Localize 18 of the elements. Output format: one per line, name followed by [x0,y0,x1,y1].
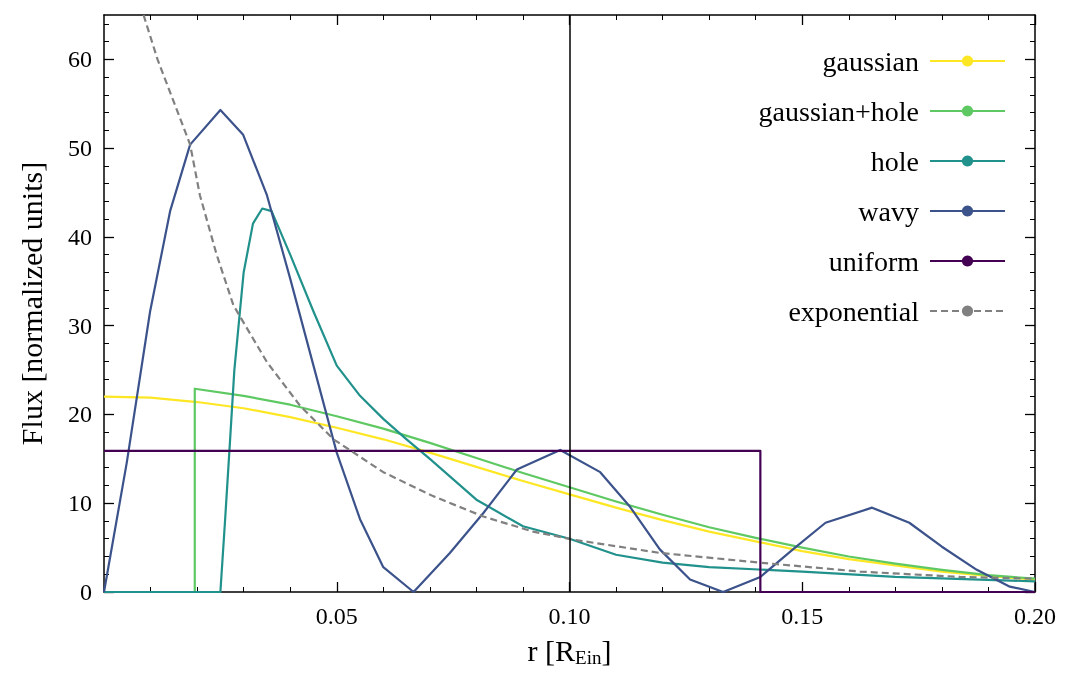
legend-label: gaussian+hole [758,95,919,127]
legend-label: gaussian [822,45,919,77]
y-tick-label: 40 [68,223,92,250]
x-tick-label: 0.15 [781,603,824,629]
y-tick-label: 60 [68,46,92,73]
x-tick-label: 0.10 [548,603,591,629]
legend-label: wavy [858,195,919,227]
y-tick-label: 30 [68,312,92,339]
x-tick-label: 0.20 [1014,603,1056,629]
y-tick-label: 50 [68,135,92,162]
y-tick-label: 20 [68,401,92,428]
y-tick-label: 10 [68,490,92,517]
y-axis-title: Flux [normalized units] [14,161,48,446]
legend-label: hole [870,145,919,177]
x-tick-label: 0.05 [315,603,358,629]
y-tick-label: 0 [80,579,92,605]
legend-label: exponential [788,295,920,327]
legend-label: uniform [828,245,920,277]
